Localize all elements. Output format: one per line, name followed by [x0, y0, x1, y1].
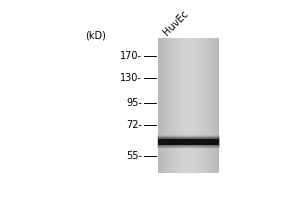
Bar — [183, 38, 184, 173]
Bar — [213, 38, 214, 173]
Bar — [186, 38, 187, 173]
Bar — [160, 38, 161, 173]
Bar — [204, 38, 205, 173]
Bar — [184, 38, 185, 173]
Bar — [164, 38, 165, 173]
Bar — [183, 38, 184, 173]
Bar — [199, 38, 200, 173]
Bar — [208, 38, 209, 173]
Bar — [176, 38, 178, 173]
Bar — [193, 38, 194, 173]
Text: 170-: 170- — [120, 51, 142, 61]
Bar — [158, 38, 159, 173]
Bar — [185, 38, 186, 173]
Bar — [217, 38, 218, 173]
Bar — [165, 38, 166, 173]
Bar — [180, 38, 181, 173]
Bar — [172, 38, 173, 173]
Bar — [191, 38, 192, 173]
Bar — [173, 38, 175, 173]
Bar — [176, 38, 177, 173]
Bar — [175, 38, 176, 173]
Bar — [201, 38, 202, 173]
Bar — [207, 38, 208, 173]
Bar — [178, 38, 179, 173]
Bar — [210, 38, 211, 173]
Text: 95-: 95- — [126, 98, 142, 108]
Bar — [198, 38, 199, 173]
Bar — [174, 38, 175, 173]
Bar — [158, 136, 220, 148]
Bar — [161, 38, 162, 173]
Bar — [195, 38, 196, 173]
Bar — [188, 38, 189, 173]
Bar — [192, 38, 193, 173]
Bar — [166, 38, 167, 173]
Bar — [169, 38, 170, 173]
Bar — [202, 38, 203, 173]
Bar — [200, 38, 201, 173]
Bar — [181, 38, 182, 173]
Bar — [214, 38, 215, 173]
Bar — [182, 38, 183, 173]
Bar — [202, 38, 203, 173]
Bar — [192, 38, 194, 173]
Bar — [198, 38, 200, 173]
Text: (kD): (kD) — [85, 30, 106, 40]
Bar — [159, 38, 160, 173]
Text: 55-: 55- — [126, 151, 142, 161]
Bar — [195, 38, 196, 173]
Bar — [167, 38, 168, 173]
Bar — [170, 38, 172, 173]
Bar — [189, 38, 190, 173]
Bar — [161, 38, 162, 173]
Text: 72-: 72- — [126, 120, 142, 130]
Bar — [209, 38, 210, 173]
Text: HuvEc: HuvEc — [162, 8, 191, 37]
Bar — [164, 38, 165, 173]
Bar — [170, 38, 171, 173]
Bar — [186, 38, 187, 173]
Bar — [197, 38, 198, 173]
Bar — [167, 38, 169, 173]
Bar — [158, 137, 219, 146]
Bar — [189, 38, 190, 173]
Bar — [162, 38, 163, 173]
Bar — [171, 38, 172, 173]
Bar — [158, 139, 219, 145]
Bar — [173, 38, 174, 173]
Bar — [157, 135, 220, 148]
Bar — [177, 38, 178, 173]
Bar — [215, 38, 216, 173]
Bar — [203, 38, 204, 173]
Bar — [187, 38, 188, 173]
Bar — [211, 38, 212, 173]
Bar — [218, 38, 219, 173]
Bar — [179, 38, 180, 173]
Bar — [163, 38, 164, 173]
Bar — [158, 137, 220, 147]
Bar — [217, 38, 218, 173]
Text: 130-: 130- — [120, 73, 142, 83]
Bar — [211, 38, 212, 173]
Bar — [180, 38, 181, 173]
Bar — [212, 38, 213, 173]
Bar — [205, 38, 206, 173]
Bar — [168, 38, 169, 173]
Bar — [206, 38, 207, 173]
Bar — [216, 38, 217, 173]
Bar — [190, 38, 191, 173]
Bar — [194, 38, 195, 173]
Bar — [205, 38, 206, 173]
Bar — [196, 38, 197, 173]
Bar — [158, 138, 219, 145]
